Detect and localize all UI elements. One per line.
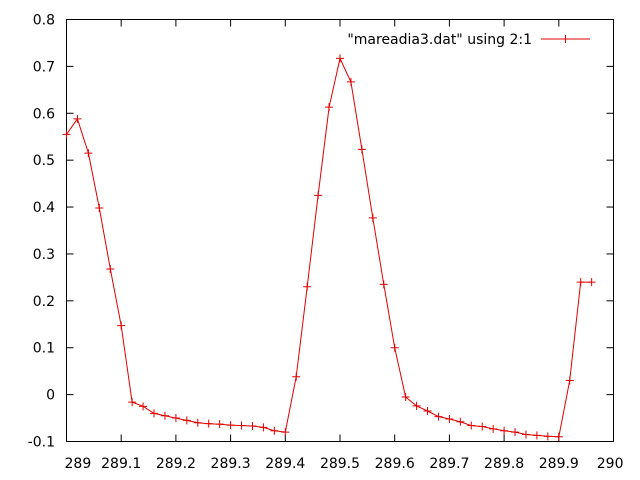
- y-tick-label: 0.8: [33, 13, 55, 29]
- y-tick-label: 0.3: [33, 247, 55, 263]
- data-point: [270, 426, 279, 435]
- x-tick-label: 289.6: [375, 456, 415, 472]
- data-point: [128, 398, 137, 407]
- data-point: [489, 424, 498, 433]
- y-tick-label: 0.7: [33, 59, 55, 75]
- y-tick-label: 0.1: [33, 341, 55, 357]
- data-point: [193, 418, 202, 427]
- data-point: [467, 421, 476, 430]
- data-point: [160, 411, 169, 420]
- x-tick-label: 289.4: [265, 456, 305, 472]
- data-point: [303, 282, 312, 291]
- data-point: [281, 428, 290, 437]
- y-tick-label: 0.4: [33, 200, 55, 216]
- x-tick-label: 289.5: [320, 456, 360, 472]
- x-tick-label: 289.2: [156, 456, 196, 472]
- x-tick-label: 289: [65, 456, 92, 472]
- x-tick-label: 289.3: [211, 456, 251, 472]
- data-point: [445, 414, 454, 423]
- x-tick-label: 290: [597, 456, 624, 472]
- x-tick-label: 289.1: [101, 456, 141, 472]
- y-tick-label: 0.2: [33, 294, 55, 310]
- data-point: [346, 77, 355, 86]
- data-point: [565, 376, 574, 385]
- x-tick-label: 289.7: [429, 456, 469, 472]
- data-point: [182, 416, 191, 425]
- data-point: [511, 428, 520, 437]
- y-tick-label: 0.5: [33, 153, 55, 169]
- data-point: [554, 432, 563, 441]
- x-tick-label: 289.8: [484, 456, 524, 472]
- data-point: [521, 430, 530, 439]
- series-points: [62, 54, 596, 441]
- data-point: [401, 392, 410, 401]
- legend-label: "mareadia3.dat" using 2:1: [347, 32, 532, 48]
- data-point: [248, 422, 257, 431]
- data-point: [106, 264, 115, 273]
- data-point: [73, 114, 82, 123]
- data-point: [336, 54, 344, 63]
- data-point: [576, 278, 585, 287]
- x-tick-label: 289.9: [539, 456, 579, 472]
- data-point: [215, 420, 224, 429]
- data-point: [456, 417, 465, 426]
- data-point: [434, 412, 443, 421]
- data-point: [292, 372, 301, 381]
- data-point: [325, 103, 334, 112]
- y-tick-label: 0.6: [33, 106, 55, 122]
- data-point: [95, 203, 104, 212]
- data-point: [171, 414, 180, 423]
- legend-marker-sample: [561, 35, 570, 43]
- y-tick-label: -0.1: [28, 435, 55, 451]
- data-point: [543, 432, 552, 441]
- data-point: [226, 421, 235, 430]
- data-point: [259, 423, 268, 432]
- data-point: [150, 409, 159, 418]
- y-axis: -0.1 0 0.1 0.2 0.3 0.4 0.5 0.6 0.7 0.8: [28, 13, 614, 451]
- data-point: [357, 145, 366, 154]
- data-point: [587, 278, 596, 287]
- data-point: [423, 407, 432, 416]
- data-point: [237, 421, 246, 430]
- data-point: [390, 343, 399, 352]
- data-point: [204, 419, 213, 428]
- y-tick-label: 0: [46, 388, 55, 404]
- data-point: [84, 149, 93, 158]
- plot-frame: [66, 19, 614, 442]
- series-line: [66, 56, 592, 438]
- data-point: [379, 280, 388, 289]
- data-point: [368, 213, 377, 222]
- data-point: [314, 191, 323, 200]
- data-point: [139, 402, 148, 411]
- data-point: [500, 426, 509, 435]
- data-point: [412, 401, 421, 410]
- data-point: [117, 321, 126, 330]
- data-point: [62, 130, 71, 139]
- x-axis: 289 289.1 289.2 289.3 289.4 289.5 289.6 289.7 28…: [65, 19, 624, 472]
- legend: "mareadia3.dat" using 2:1: [347, 32, 590, 48]
- data-point: [532, 431, 541, 440]
- data-point: [478, 422, 487, 431]
